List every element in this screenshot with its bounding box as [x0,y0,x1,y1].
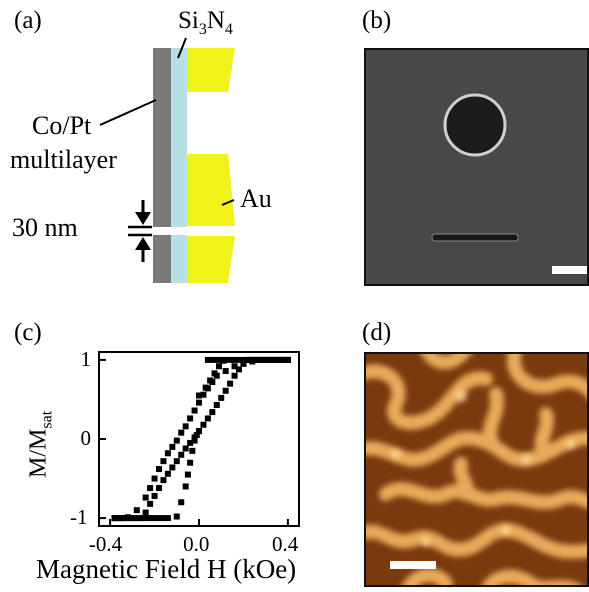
xlabel: Magnetic Field H (kOe) [36,554,297,584]
chart-plot-area [98,351,300,527]
data-point [164,470,171,477]
nanogap [150,227,240,235]
data-point [207,377,214,384]
data-point [204,415,211,422]
data-point [202,384,209,391]
data-point [193,432,200,439]
sem-image [364,48,589,286]
data-point [240,360,247,367]
data-point [182,483,189,490]
au-bottom-block [187,236,235,283]
device-schematic [99,37,240,283]
gap-label: 30 nm [12,213,78,242]
au-mid-block [187,154,235,226]
data-point [133,507,140,514]
data-point [178,429,185,436]
data-point [216,363,222,370]
data-point [156,485,162,492]
data-point [173,458,180,465]
data-point [196,399,202,406]
data-point [191,437,198,444]
data-point [164,450,171,457]
data-point [151,475,158,482]
copt-label-line2: multilayer [10,145,117,174]
data-point [142,509,149,516]
ylabel: M/Msat [25,410,56,478]
si3n4-leader [177,37,187,59]
ytick-label: 0 [80,426,92,450]
data-point [189,447,196,454]
copt-leader [99,99,157,126]
panel-label-a: (a) [14,7,42,34]
data-point [178,451,185,458]
data-point [218,394,225,401]
data-point [182,445,189,452]
ytick-label: 1 [80,346,92,371]
xtick-label: 0.4 [271,532,299,556]
data-point [160,458,167,465]
xtick-label: 0.0 [183,532,210,556]
si3n4-label: Si3N4 [178,7,233,38]
plot-frame [98,351,300,527]
data-point [178,499,185,506]
data-point [173,513,180,520]
data-point [222,387,229,394]
copt-layer [153,48,171,283]
data-point [187,439,194,446]
data-point [222,367,229,374]
panel-label-d: (d) [362,319,392,346]
data-point [187,459,194,466]
mfm-scale-bar [390,561,436,569]
sem-hole [443,93,507,157]
data-point [184,471,191,478]
data-point [209,409,216,416]
data-point [200,421,207,428]
gap-arrow-top-head [135,212,151,225]
data-point [173,437,180,444]
panel-label-b: (b) [362,7,392,34]
data-point [142,494,149,501]
xtick-label: -0.4 [88,532,123,556]
data-point [227,380,234,387]
data-point [196,392,202,399]
saturation-points [111,515,171,522]
data-point [231,372,238,379]
data-point [182,423,189,430]
data-point [213,401,220,408]
sem-scale-bar [552,266,587,274]
data-point [200,391,207,398]
data-point [147,500,154,507]
copt-label-line1: Co/Pt [32,111,92,140]
au-top-block [187,48,235,92]
data-point [160,477,167,484]
au-leader [221,199,235,206]
data-point [236,366,242,373]
data-point [187,415,194,422]
mfm-domain-image [364,352,589,587]
data-point [191,407,198,414]
gap-arrow-bottom-head [135,237,151,250]
data-point [196,428,202,435]
data-point [169,464,176,471]
data-point [211,370,218,377]
sem-slit [431,233,519,242]
data-point [151,492,158,499]
saturation-points [204,356,291,363]
ytick-label: -1 [70,505,88,530]
data-point [156,466,162,473]
au-label: Au [240,184,272,213]
si3n4-layer [171,48,187,283]
data-point [169,443,176,450]
panel-label-c: (c) [14,319,42,346]
data-point [147,485,154,492]
data-point [231,363,238,370]
